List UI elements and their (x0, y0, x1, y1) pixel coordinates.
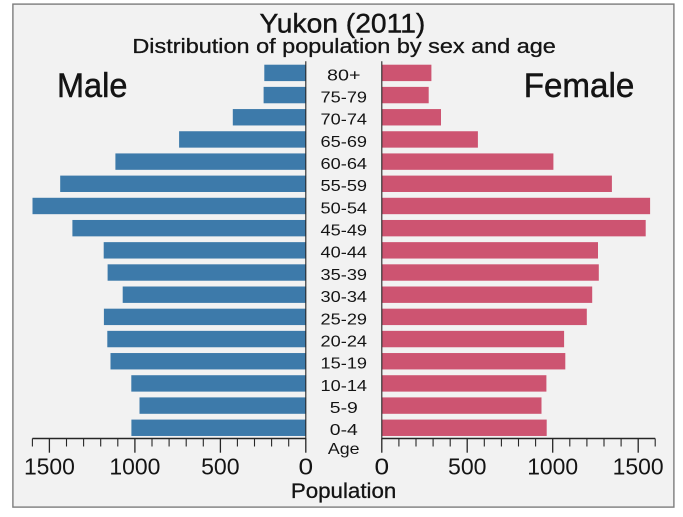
svg-text:30-34: 30-34 (321, 289, 368, 306)
svg-text:Distribution of population by: Distribution of population by sex and ag… (132, 35, 556, 58)
svg-text:75-79: 75-79 (321, 89, 368, 106)
svg-text:40-44: 40-44 (321, 245, 368, 262)
svg-text:25-29: 25-29 (321, 311, 368, 328)
svg-text:1500: 1500 (24, 454, 75, 480)
svg-text:70-74: 70-74 (321, 112, 368, 129)
svg-text:35-39: 35-39 (321, 267, 368, 284)
svg-text:5-9: 5-9 (330, 400, 358, 417)
svg-text:15-19: 15-19 (321, 356, 368, 373)
svg-text:Age: Age (328, 441, 360, 458)
svg-text:45-49: 45-49 (321, 223, 368, 240)
svg-text:50-54: 50-54 (321, 200, 368, 217)
svg-text:500: 500 (448, 454, 487, 480)
svg-text:0: 0 (375, 454, 390, 480)
svg-text:Female: Female (524, 67, 635, 105)
svg-text:Male: Male (57, 67, 127, 105)
svg-text:60-64: 60-64 (321, 156, 368, 173)
svg-text:Population: Population (291, 480, 397, 503)
svg-text:55-59: 55-59 (321, 178, 368, 195)
svg-text:1000: 1000 (527, 454, 578, 480)
svg-text:500: 500 (201, 454, 240, 480)
svg-text:80+: 80+ (327, 67, 361, 84)
svg-text:20-24: 20-24 (321, 333, 368, 350)
svg-text:10-14: 10-14 (321, 378, 368, 395)
svg-text:1500: 1500 (613, 454, 664, 480)
svg-text:0-4: 0-4 (330, 422, 358, 439)
svg-text:65-69: 65-69 (321, 134, 368, 151)
svg-text:1000: 1000 (109, 454, 160, 480)
svg-text:Yukon (2011): Yukon (2011) (260, 8, 426, 38)
svg-text:0: 0 (299, 454, 314, 480)
